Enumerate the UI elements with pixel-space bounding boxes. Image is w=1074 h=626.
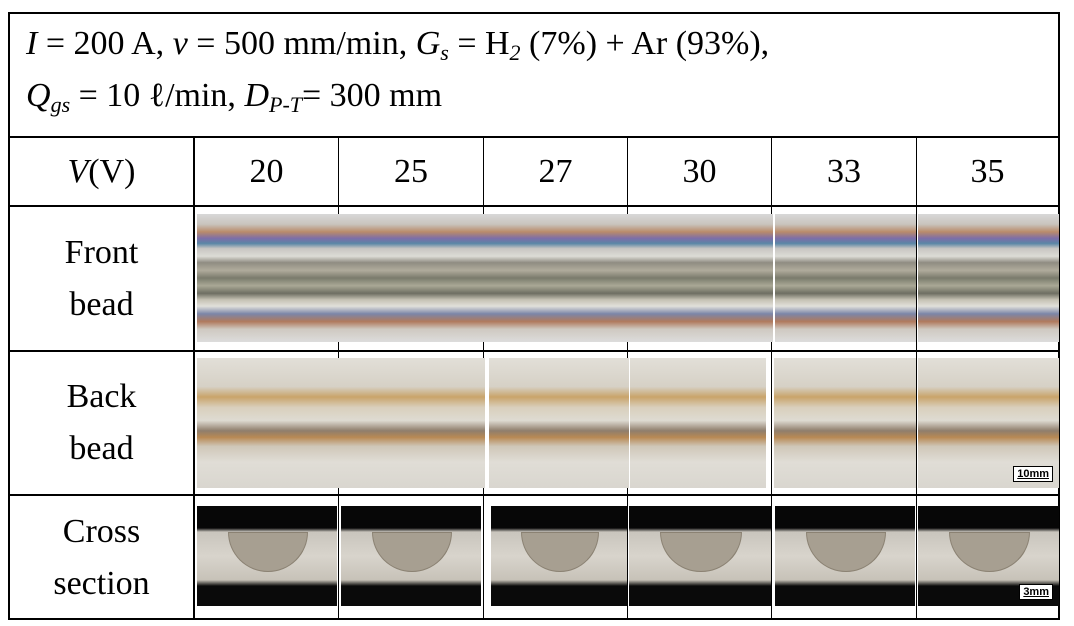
cross-section-label-line2: section <box>53 565 150 602</box>
rule-header <box>8 136 1060 138</box>
back-bead-label-line2: bead <box>69 430 134 467</box>
rule-voltage <box>8 205 1060 207</box>
current-value: = 200 A, <box>37 25 173 62</box>
back-bead-label: Back bead <box>10 352 193 494</box>
front-bead-label: Front bead <box>10 207 193 350</box>
gas-composition: (7%) + Ar (93%), <box>520 25 770 62</box>
col-rule-5 <box>916 137 917 620</box>
flow-symbol: Q <box>26 77 51 114</box>
flow-value: = 10 ℓ/min, <box>70 77 245 114</box>
cross-section-scale-bar: 3mm <box>1019 584 1053 600</box>
voltage-35: 35 <box>970 152 1005 190</box>
voltage-symbol: V <box>67 152 89 190</box>
cross-section-label: Cross section <box>10 496 193 620</box>
front-bead-photo-27 <box>485 214 629 342</box>
back-bead-photo-25 <box>341 358 485 488</box>
gas-symbol: G <box>415 25 441 62</box>
front-bead-photo-35 <box>918 214 1059 342</box>
col-rule-4 <box>771 137 772 620</box>
cross-section-photo-20 <box>197 506 337 606</box>
voltage-20: 20 <box>249 152 284 190</box>
distance-symbol: D <box>244 77 269 114</box>
distance-value: = 300 mm <box>302 77 443 114</box>
front-bead-photo-33 <box>775 214 916 342</box>
col-rule-label <box>193 137 195 620</box>
front-bead-photo-30 <box>629 214 773 342</box>
cross-section-photo-33 <box>775 506 915 606</box>
back-bead-label-line1: Back <box>66 378 137 415</box>
conditions-line-2: Qgs = 10 ℓ/min, DP-T= 300 mm <box>26 70 1046 122</box>
cross-section-photo-30 <box>629 506 771 606</box>
rule-front <box>8 350 1060 352</box>
voltage-30: 30 <box>682 152 717 190</box>
cross-section-label-line1: Cross <box>62 513 141 550</box>
voltage-27: 27 <box>538 152 573 190</box>
table-frame <box>8 12 1060 620</box>
back-bead-scale-bar: 10mm <box>1013 466 1053 482</box>
distance-subscript: P-T <box>269 92 302 117</box>
cross-section-photo-35: 3mm <box>918 506 1059 606</box>
welding-conditions: I = 200 A, v = 500 mm/min, Gs = H2 (7%) … <box>26 18 1046 122</box>
flow-subscript: gs <box>50 92 71 117</box>
h2-subscript: 2 <box>509 40 521 65</box>
front-bead-photo-25 <box>341 214 485 342</box>
rule-back <box>8 494 1060 496</box>
back-bead-photo-33 <box>774 358 916 488</box>
voltage-unit: (V) <box>88 152 136 190</box>
back-bead-photo-30 <box>630 358 766 488</box>
cross-section-photo-27 <box>491 506 627 606</box>
voltage-33: 33 <box>827 152 861 190</box>
cross-section-photo-25 <box>341 506 481 606</box>
speed-symbol: v <box>172 25 188 62</box>
front-bead-label-line1: Front <box>64 233 139 271</box>
gas-value: = H <box>448 25 510 62</box>
voltage-header: V (V) <box>10 138 193 205</box>
speed-value: = 500 mm/min, <box>187 25 416 62</box>
gas-subscript: s <box>440 40 449 65</box>
voltage-25: 25 <box>394 152 428 190</box>
current-symbol: I <box>26 25 38 62</box>
back-bead-photo-27 <box>489 358 629 488</box>
front-bead-label-line2: bead <box>69 285 134 323</box>
front-bead-photo-20 <box>197 214 341 342</box>
back-bead-photo-20 <box>197 358 341 488</box>
conditions-line-1: I = 200 A, v = 500 mm/min, Gs = H2 (7%) … <box>26 18 1046 70</box>
back-bead-photo-35: 10mm <box>918 358 1059 488</box>
